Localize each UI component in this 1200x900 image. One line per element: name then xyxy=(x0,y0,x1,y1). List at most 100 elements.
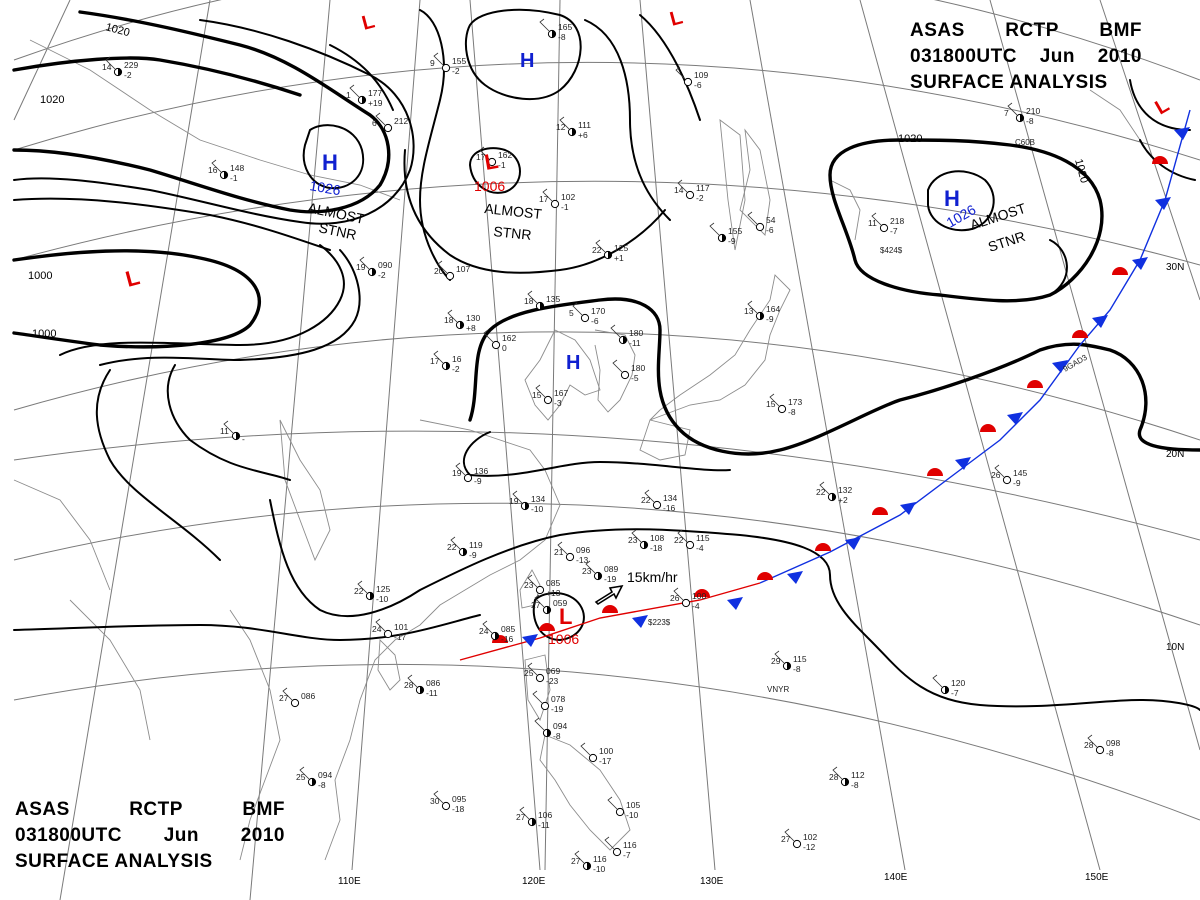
station-tendency: -9 xyxy=(469,550,477,560)
station-temperature: 21 xyxy=(554,547,564,557)
wind-barb-icon xyxy=(299,766,310,780)
station-temperature: 20 xyxy=(434,266,444,276)
warm-front-semicircle-icon xyxy=(539,623,555,631)
cloud-cover-icon xyxy=(832,493,836,501)
low-center-5: L xyxy=(559,604,572,629)
station-plot: 27 116-10 xyxy=(571,850,607,874)
station-circle-icon xyxy=(1095,745,1105,755)
title-block-top: ASAS RCTP BMF 031800UTC Jun 2010 SURFACE… xyxy=(910,18,1142,96)
station-plot: 11 - xyxy=(220,420,245,444)
station-tendency: +19 xyxy=(368,98,383,108)
title-code: BMF xyxy=(242,799,285,820)
warm-front-semicircle-icon xyxy=(1072,330,1088,338)
station-temperature: 22 xyxy=(674,535,684,545)
title-station: RCTP xyxy=(1005,20,1059,41)
wind-barb-icon xyxy=(1007,102,1018,116)
station-tendency: 0 xyxy=(502,343,507,353)
wind-barb-icon xyxy=(349,84,360,98)
station-circle-icon xyxy=(543,395,553,405)
station-plot: 54-6 xyxy=(747,211,776,235)
station-temperature: 24 xyxy=(479,626,489,636)
wind-barb-icon xyxy=(784,828,795,842)
station-tendency: -4 xyxy=(692,601,700,611)
station-circle-icon xyxy=(535,673,545,683)
station-tendency: -6 xyxy=(591,316,599,326)
station-tendency: -6 xyxy=(694,80,702,90)
wind-barb-icon xyxy=(455,462,466,476)
station-plot: 14 117-2 xyxy=(674,179,710,203)
low-center-3-note2: STNR xyxy=(493,223,533,243)
station-tendency: -5 xyxy=(631,373,639,383)
wind-barb-icon xyxy=(677,179,688,193)
station-temperature: 22 xyxy=(641,495,651,505)
station-plot: 116-7 xyxy=(604,836,637,860)
station-temperature: 23 xyxy=(582,566,592,576)
cold-front-triangle-icon xyxy=(1007,412,1023,425)
wind-barb-icon xyxy=(532,690,543,704)
station-tendency: +2 xyxy=(838,495,848,505)
station-tendency: -10 xyxy=(531,504,544,514)
cloud-cover-icon xyxy=(118,68,122,76)
station-pressure: 116 xyxy=(593,854,607,864)
station-plot: 19 134-10 xyxy=(509,490,545,514)
station-temperature: 25 xyxy=(296,772,306,782)
station-circle-icon xyxy=(540,701,550,711)
station-plot: 13 164-9 xyxy=(744,300,780,324)
cloud-cover-icon xyxy=(420,686,424,694)
station-pressure: 117 xyxy=(696,183,710,193)
station-pressure: 164 xyxy=(766,304,780,314)
station-tendency: -16 xyxy=(663,503,676,513)
station-pressure: 102 xyxy=(561,192,575,202)
lat-label-30n: 30N xyxy=(1166,262,1184,273)
station-tendency: -9 xyxy=(474,476,482,486)
wind-barb-icon xyxy=(433,350,444,364)
cold-front-triangle-icon xyxy=(1174,127,1190,140)
station-plot: 28 086-11 xyxy=(404,674,440,698)
high-center-1: H xyxy=(520,50,534,72)
station-pressure: 162 xyxy=(498,150,512,160)
station-circle-icon xyxy=(879,223,889,233)
station-temperature: 28 xyxy=(1084,740,1094,750)
low-center-3: L xyxy=(483,148,501,175)
station-plot: 17 162-1 xyxy=(476,146,512,170)
wind-barb-icon xyxy=(574,850,585,864)
station-circle-icon xyxy=(683,77,693,87)
station-pressure: 210 xyxy=(1026,106,1040,116)
station-temperature: 17 xyxy=(539,194,549,204)
wind-barb-icon xyxy=(932,674,943,688)
station-tendency: +6 xyxy=(578,130,588,140)
station-plot: 27 059 xyxy=(531,594,567,615)
station-plot: 22 132+2 xyxy=(816,481,852,505)
station-pressure: 115 xyxy=(696,533,710,543)
station-circle-icon xyxy=(463,473,473,483)
wind-barb-icon xyxy=(527,662,538,676)
station-pressure: 134 xyxy=(531,494,545,504)
title-month: Jun xyxy=(1039,46,1075,67)
warm-front-semicircle-icon xyxy=(1027,380,1043,388)
station-temperature: 14 xyxy=(674,185,684,195)
cloud-cover-icon xyxy=(644,541,648,549)
title-time: 031800UTC xyxy=(15,825,122,846)
cloud-cover-icon xyxy=(312,778,316,786)
station-temperature: 11 xyxy=(220,426,229,436)
station-temperature: 27 xyxy=(781,834,791,844)
station-tendency: -10 xyxy=(376,594,389,604)
station-plot: 120-7 xyxy=(932,674,965,698)
station-pressure: 107 xyxy=(456,264,470,274)
station-circle-icon xyxy=(441,801,451,811)
cloud-cover-icon xyxy=(623,336,627,344)
station-plot: 28 112-8 xyxy=(829,766,865,790)
station-plot: 078-19 xyxy=(532,690,565,714)
station-circle-icon xyxy=(588,753,598,763)
station-plot: 27 102-12 xyxy=(781,828,817,852)
station-tendency: -8 xyxy=(553,731,561,741)
station-tendency: -18 xyxy=(452,804,465,814)
station-circle-icon xyxy=(580,313,590,323)
wind-barb-icon xyxy=(407,674,418,688)
cloud-cover-icon xyxy=(547,729,551,737)
wind-barb-icon xyxy=(433,790,444,804)
station-pressure: 116 xyxy=(623,840,637,850)
wind-barb-icon xyxy=(512,490,523,504)
low-center-4: L xyxy=(123,264,142,292)
